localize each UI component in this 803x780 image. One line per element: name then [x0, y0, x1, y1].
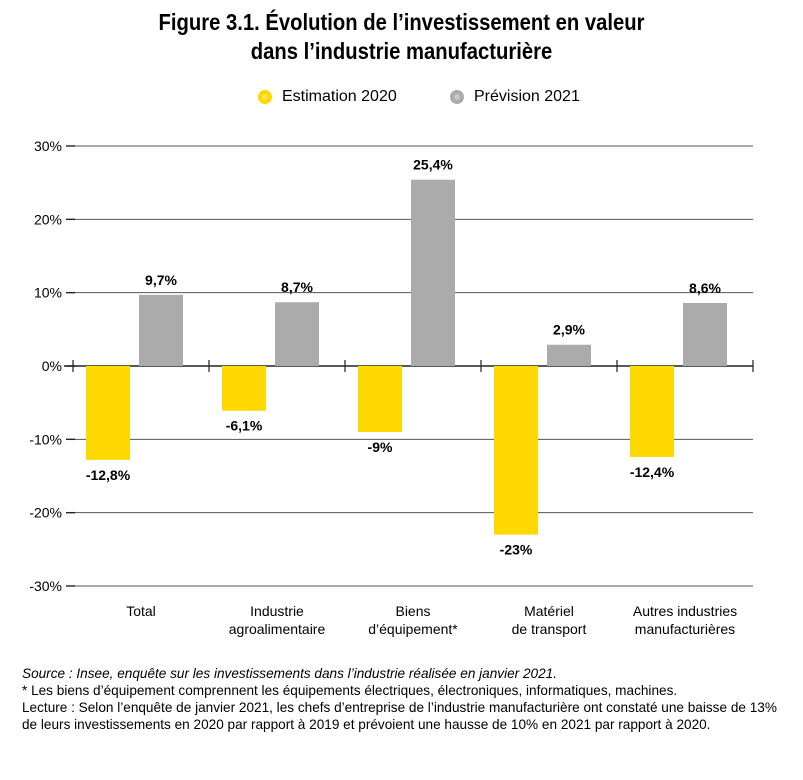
- data-label: -12,8%: [86, 467, 131, 483]
- y-tick-label: 20%: [34, 211, 62, 227]
- legend-item-estimation: Estimation 2020: [258, 88, 397, 106]
- chart-notes: Source : Insee, enquête sur les investis…: [22, 665, 782, 733]
- data-label: -12,4%: [630, 464, 675, 480]
- chart-title: Figure 3.1. Évolution de l’investissemen…: [48, 8, 755, 66]
- bar-prevision-2021: [275, 302, 319, 366]
- chart-title-line2: dans l’industrie manufacturière: [250, 38, 553, 64]
- x-category-label: Biens: [395, 603, 430, 619]
- bar-prevision-2021: [139, 294, 183, 366]
- bar-estimation-2020: [222, 366, 266, 411]
- y-tick-label: 30%: [34, 138, 62, 154]
- legend-label-estimation: Estimation 2020: [282, 88, 397, 105]
- chart-title-line1: Figure 3.1. Évolution de l’investissemen…: [158, 9, 645, 35]
- x-category-label: Industrie: [250, 603, 304, 619]
- legend-swatch-prevision: [450, 90, 464, 104]
- x-category-label: Total: [126, 603, 156, 619]
- data-label: 2,9%: [553, 322, 585, 338]
- x-category-label: agroalimentaire: [229, 621, 326, 637]
- reading-note: Lecture : Selon l’enquête de janvier 202…: [22, 700, 777, 732]
- bar-prevision-2021: [411, 179, 455, 366]
- bar-chart: 30% 20% 10% 0% -10% -20% -30% -12,8% 9,7% Total -6…: [29, 138, 754, 637]
- data-label: 8,7%: [281, 279, 313, 295]
- data-label: 8,6%: [689, 280, 721, 296]
- y-tick-label: -30%: [29, 578, 62, 594]
- x-category-label: d’équipement*: [368, 621, 458, 637]
- data-label: -9%: [368, 439, 393, 455]
- legend-item-prevision: Prévision 2021: [450, 88, 580, 106]
- source-note: Source : Insee, enquête sur les investis…: [22, 666, 557, 681]
- bar-estimation-2020: [358, 366, 402, 432]
- legend-swatch-estimation: [258, 90, 272, 104]
- bar-estimation-2020: [494, 366, 538, 535]
- data-label: 25,4%: [413, 157, 453, 173]
- y-tick-label: -10%: [29, 431, 62, 447]
- y-tick-label: 0%: [42, 358, 62, 374]
- x-category-label: de transport: [512, 621, 587, 637]
- data-label: 9,7%: [145, 272, 177, 288]
- bar-estimation-2020: [86, 366, 130, 460]
- bar-estimation-2020: [630, 366, 674, 457]
- data-label: -23%: [500, 542, 533, 558]
- bar-prevision-2021: [547, 344, 591, 366]
- y-tick-label: 10%: [34, 285, 62, 301]
- bar-prevision-2021: [683, 302, 727, 366]
- x-category-label: Autres industries: [633, 603, 737, 619]
- y-tick-label: -20%: [29, 505, 62, 521]
- data-label: -6,1%: [226, 418, 263, 434]
- x-category-label: Matériel: [524, 603, 574, 619]
- footnote: * Les biens d’équipement comprennent les…: [22, 683, 678, 698]
- chart-legend: Estimation 2020 Prévision 2021: [0, 88, 803, 108]
- legend-label-prevision: Prévision 2021: [474, 88, 580, 105]
- x-category-label: manufacturières: [635, 621, 735, 637]
